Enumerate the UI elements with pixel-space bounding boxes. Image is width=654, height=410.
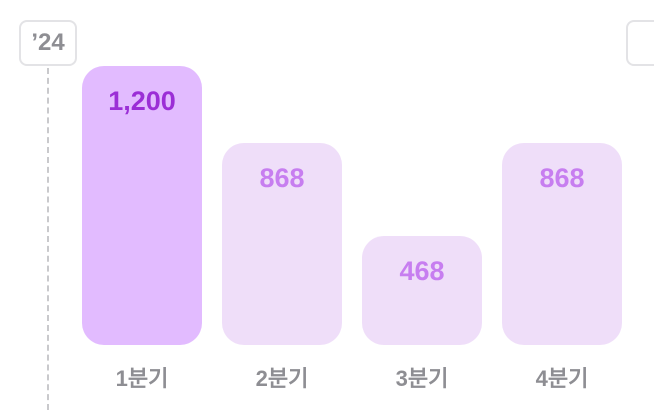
bar-value-label: 1,200 — [108, 86, 176, 116]
bar-2[interactable]: 868 — [222, 143, 342, 345]
year-divider-line — [47, 68, 49, 410]
category-label: 2분기 — [255, 366, 309, 391]
bar-value-label: 868 — [539, 163, 585, 194]
year-badge[interactable]: ’24 — [19, 20, 77, 66]
next-year-badge[interactable] — [626, 20, 654, 66]
bar-4[interactable]: 868 — [502, 143, 622, 345]
category-label: 4분기 — [535, 366, 589, 391]
bar-3[interactable]: 468 — [362, 236, 482, 345]
bar-1[interactable]: 1,200 — [82, 66, 202, 345]
category-label: 1분기 — [115, 366, 169, 391]
bar-value-label: 868 — [259, 163, 305, 194]
category-label: 3분기 — [395, 366, 449, 391]
bar-value-label: 468 — [399, 256, 445, 287]
